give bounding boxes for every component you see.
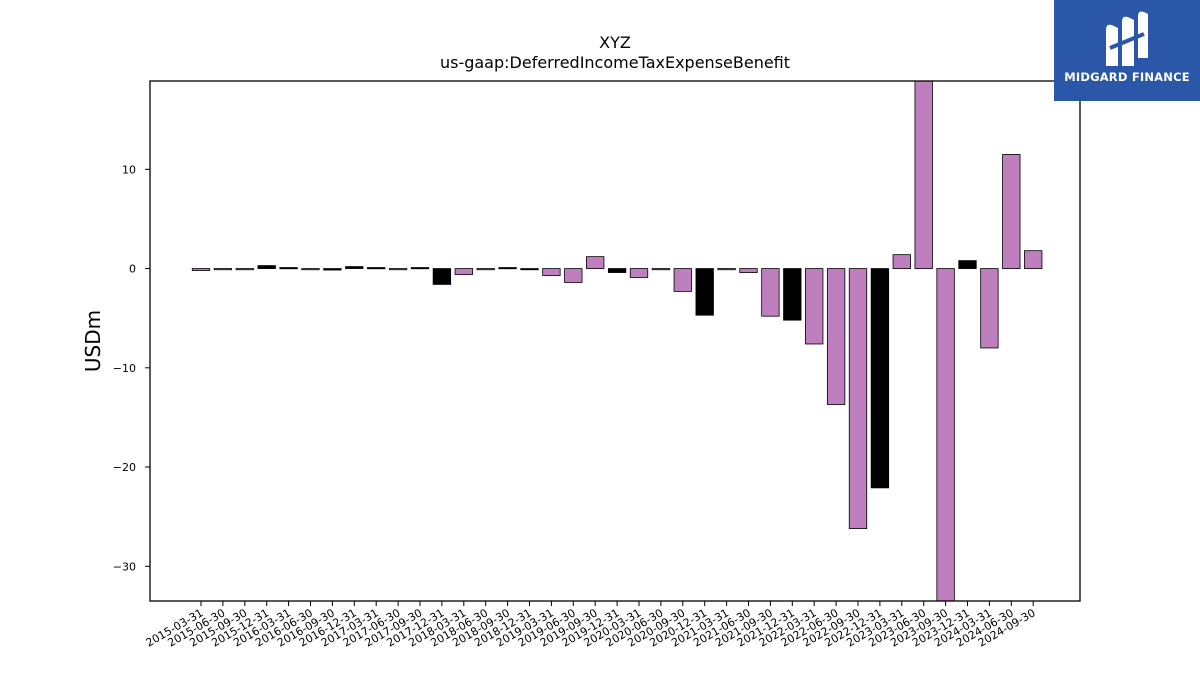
- chart-title: XYZ: [599, 33, 631, 52]
- bar-2022-12-31: [870, 268, 890, 489]
- midgard-logo-icon: [1106, 11, 1148, 67]
- bar-2024-06-30: [1002, 154, 1021, 269]
- y-tick-label: −30: [113, 560, 136, 573]
- bar-2017-12-31: [432, 268, 452, 285]
- x-axis: 2015-03-312015-06-302015-09-302015-12-31…: [144, 601, 1038, 650]
- plot-frame: [149, 80, 1081, 602]
- bar-2017-06-30: [388, 268, 408, 271]
- bar-2016-06-30: [301, 268, 320, 271]
- bar-2022-09-30: [848, 268, 868, 529]
- bar-2021-09-30: [761, 268, 780, 317]
- bar-2024-09-30: [1024, 250, 1043, 269]
- bar-2023-03-31: [892, 254, 911, 269]
- logo-text: MIDGARD FINANCE: [1064, 70, 1190, 84]
- chart-subtitle: us-gaap:DeferredIncomeTaxExpenseBenefit: [440, 53, 790, 72]
- bar-2022-06-30: [826, 268, 846, 405]
- bar-2023-09-30: [936, 268, 955, 602]
- bar-2017-09-30: [410, 267, 430, 270]
- bar-2015-12-31: [257, 265, 276, 269]
- bars: [191, 80, 1043, 602]
- bar-2016-12-31: [345, 266, 364, 269]
- bar-2022-03-31: [805, 268, 824, 345]
- bar-2018-12-31: [520, 268, 539, 271]
- bar-2016-09-30: [323, 268, 342, 271]
- bar-2015-03-31: [191, 268, 211, 271]
- brand-logo: MIDGARD FINANCE: [1054, 0, 1200, 101]
- bar-2015-09-30: [235, 268, 254, 271]
- y-tick-label: 10: [122, 163, 136, 176]
- y-axis: −30 −20 −10 0 10: [113, 163, 150, 573]
- bar-2024-03-31: [980, 268, 999, 349]
- bar-2017-03-31: [367, 267, 386, 270]
- bar-2023-06-30: [914, 80, 933, 269]
- bar-2020-03-31: [629, 268, 649, 278]
- bar-2019-12-31: [607, 268, 627, 273]
- bar-2019-06-30: [564, 268, 583, 283]
- bar-2021-12-31: [783, 268, 802, 321]
- bar-2015-06-30: [213, 268, 233, 271]
- bar-2023-12-31: [958, 260, 977, 269]
- y-tick-label: 0: [129, 263, 136, 276]
- bar-2019-03-31: [542, 268, 561, 276]
- bar-2020-12-31: [695, 268, 714, 316]
- y-tick-label: −20: [113, 461, 136, 474]
- bar-2020-06-30: [651, 268, 671, 271]
- bar-2021-06-30: [739, 268, 758, 273]
- bar-2021-03-31: [717, 268, 736, 271]
- bar-2018-06-30: [476, 268, 495, 271]
- bar-2018-09-30: [498, 267, 517, 270]
- y-tick-label: −10: [113, 362, 136, 375]
- bar-2018-03-31: [454, 268, 473, 275]
- bar-2019-09-30: [586, 256, 605, 269]
- y-axis-label: USDm: [81, 310, 105, 372]
- bar-2020-09-30: [673, 268, 692, 292]
- bar-2016-03-31: [279, 267, 298, 270]
